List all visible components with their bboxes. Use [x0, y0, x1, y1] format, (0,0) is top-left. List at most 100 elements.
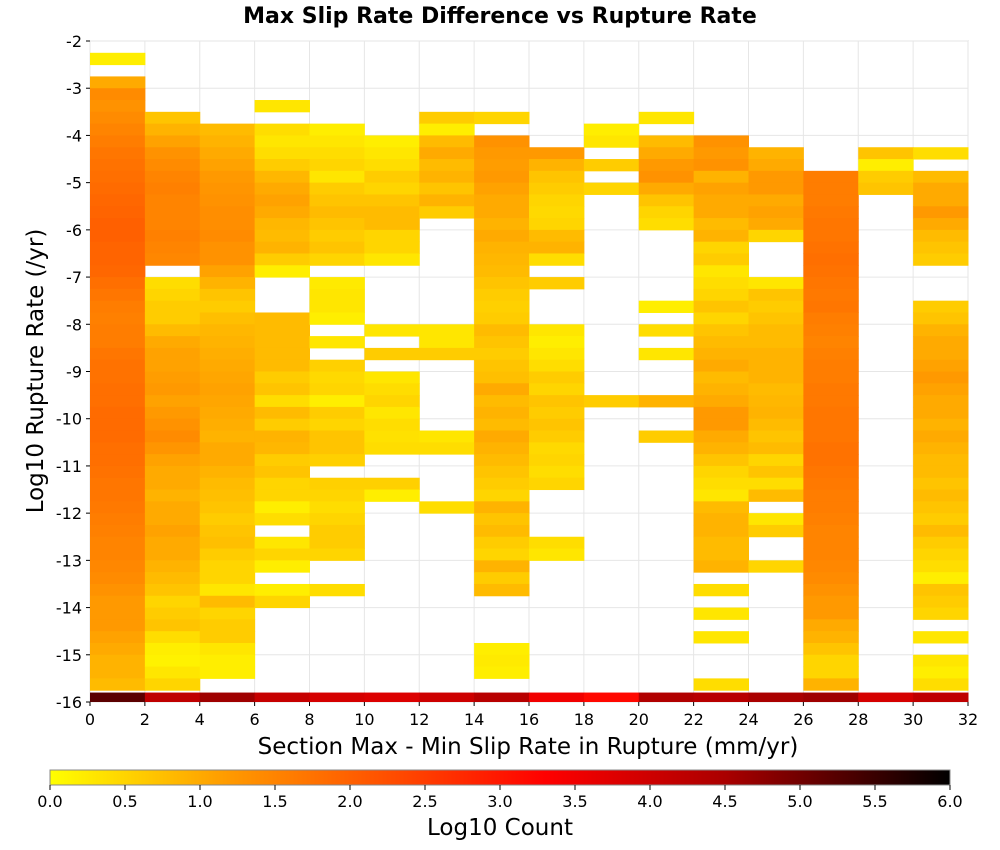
heatmap-cell: [254, 595, 310, 609]
heatmap-cell: [474, 465, 530, 479]
heatmap-cell: [529, 465, 585, 479]
heatmap-cell: [913, 206, 969, 219]
heatmap-cell: [144, 241, 201, 254]
heatmap-cell: [529, 371, 585, 384]
heatmap-cell: [913, 371, 969, 384]
heatmap-cell: [474, 489, 530, 502]
heatmap-cell: [144, 206, 201, 219]
heatmap-cell: [199, 524, 256, 538]
colorbar-label: Log10 Count: [427, 815, 573, 841]
heatmap-cell: [693, 182, 749, 195]
heatmap-cell: [364, 324, 420, 337]
colorbar-tick-label: 6.0: [937, 792, 962, 811]
heatmap-cell: [474, 583, 530, 597]
heatmap-cell: [90, 288, 146, 302]
heatmap-cell: [693, 371, 749, 384]
heatmap-cell: [583, 123, 640, 136]
heatmap-cell: [254, 265, 310, 278]
heatmap-cell: [309, 194, 365, 207]
heatmap-cell: [90, 52, 146, 66]
y-tick-label: -8: [66, 315, 82, 334]
heatmap-cell: [144, 418, 201, 432]
heatmap-cell: [254, 312, 310, 325]
heatmap-cell: [364, 206, 420, 219]
heatmap-cell: [474, 548, 530, 561]
colorbar-tick-label: 0.0: [37, 792, 62, 811]
heatmap-cell: [199, 159, 256, 172]
heatmap-cell: [309, 123, 365, 136]
heatmap-cell: [254, 336, 310, 349]
heatmap-cell: [858, 182, 914, 195]
heatmap-cell: [419, 206, 475, 219]
heatmap-cell: [199, 336, 256, 349]
heatmap-cell: [254, 371, 310, 384]
heatmap-cell: [693, 206, 749, 219]
heatmap-cell: [693, 241, 749, 254]
heatmap-cell-bottom: [419, 692, 475, 702]
heatmap-cell: [803, 572, 859, 585]
heatmap-cell: [309, 182, 365, 195]
heatmap-cell: [254, 182, 310, 195]
heatmap-cell: [474, 135, 530, 148]
heatmap-cell: [199, 465, 256, 479]
heatmap-cell: [144, 442, 201, 455]
heatmap-cell: [309, 583, 365, 597]
heatmap-cell: [254, 159, 310, 172]
heatmap-cell-bottom: [913, 692, 969, 702]
heatmap-cell: [144, 654, 201, 668]
heatmap-cell: [309, 135, 365, 148]
heatmap-cell: [748, 324, 804, 337]
heatmap-cell: [254, 123, 310, 136]
colorbar-tick-label: 0.5: [112, 792, 137, 811]
heatmap-cell: [254, 147, 310, 160]
heatmap-cell: [90, 123, 146, 136]
heatmap-cell: [199, 194, 256, 207]
colorbar-tick-label: 3.0: [487, 792, 512, 811]
heatmap-cell: [693, 465, 749, 479]
heatmap-cell: [693, 324, 749, 337]
heatmap-cell: [90, 159, 146, 172]
heatmap-cell: [693, 583, 749, 597]
heatmap-cell: [529, 536, 585, 550]
heatmap-cell: [364, 135, 420, 148]
heatmap-cell: [474, 524, 530, 538]
heatmap-cell: [474, 536, 530, 550]
y-tick-label: -2: [66, 32, 82, 51]
x-tick-label: 26: [793, 710, 813, 729]
heatmap-cell: [803, 371, 859, 384]
x-tick-label: 28: [848, 710, 868, 729]
heatmap-cell-bottom: [638, 692, 695, 702]
heatmap-cell: [913, 607, 969, 620]
heatmap-cell: [638, 300, 695, 313]
heatmap-cell: [858, 159, 914, 172]
heatmap-cell: [474, 253, 530, 266]
heatmap-cell: [199, 229, 256, 243]
heatmap-cell: [913, 336, 969, 349]
heatmap-cell: [90, 501, 146, 514]
heatmap-cell: [144, 524, 201, 538]
colorbar-tick-label: 5.0: [787, 792, 812, 811]
heatmap-cell: [529, 206, 585, 219]
heatmap-cell: [748, 170, 804, 184]
colorbar-tick-label: 4.0: [637, 792, 662, 811]
heatmap-cell: [748, 406, 804, 420]
heatmap-cell: [693, 265, 749, 278]
heatmap-cell: [364, 418, 420, 432]
heatmap-cell: [419, 123, 475, 136]
heatmap-cell: [199, 123, 256, 136]
heatmap-cell: [90, 265, 146, 278]
heatmap-cell: [583, 395, 640, 408]
heatmap-cell: [638, 347, 695, 361]
colorbar-tick-label: 1.0: [187, 792, 212, 811]
heatmap-cell: [90, 430, 146, 443]
y-tick-label: -9: [66, 363, 82, 382]
heatmap-cell: [199, 642, 256, 656]
heatmap-cell: [364, 159, 420, 172]
heatmap-cell: [254, 253, 310, 266]
heatmap-cell: [90, 560, 146, 573]
heatmap-cell: [309, 300, 365, 313]
heatmap-cell: [144, 253, 201, 266]
heatmap-cell: [309, 147, 365, 160]
heatmap-cell: [803, 654, 859, 668]
heatmap-cell: [474, 501, 530, 514]
